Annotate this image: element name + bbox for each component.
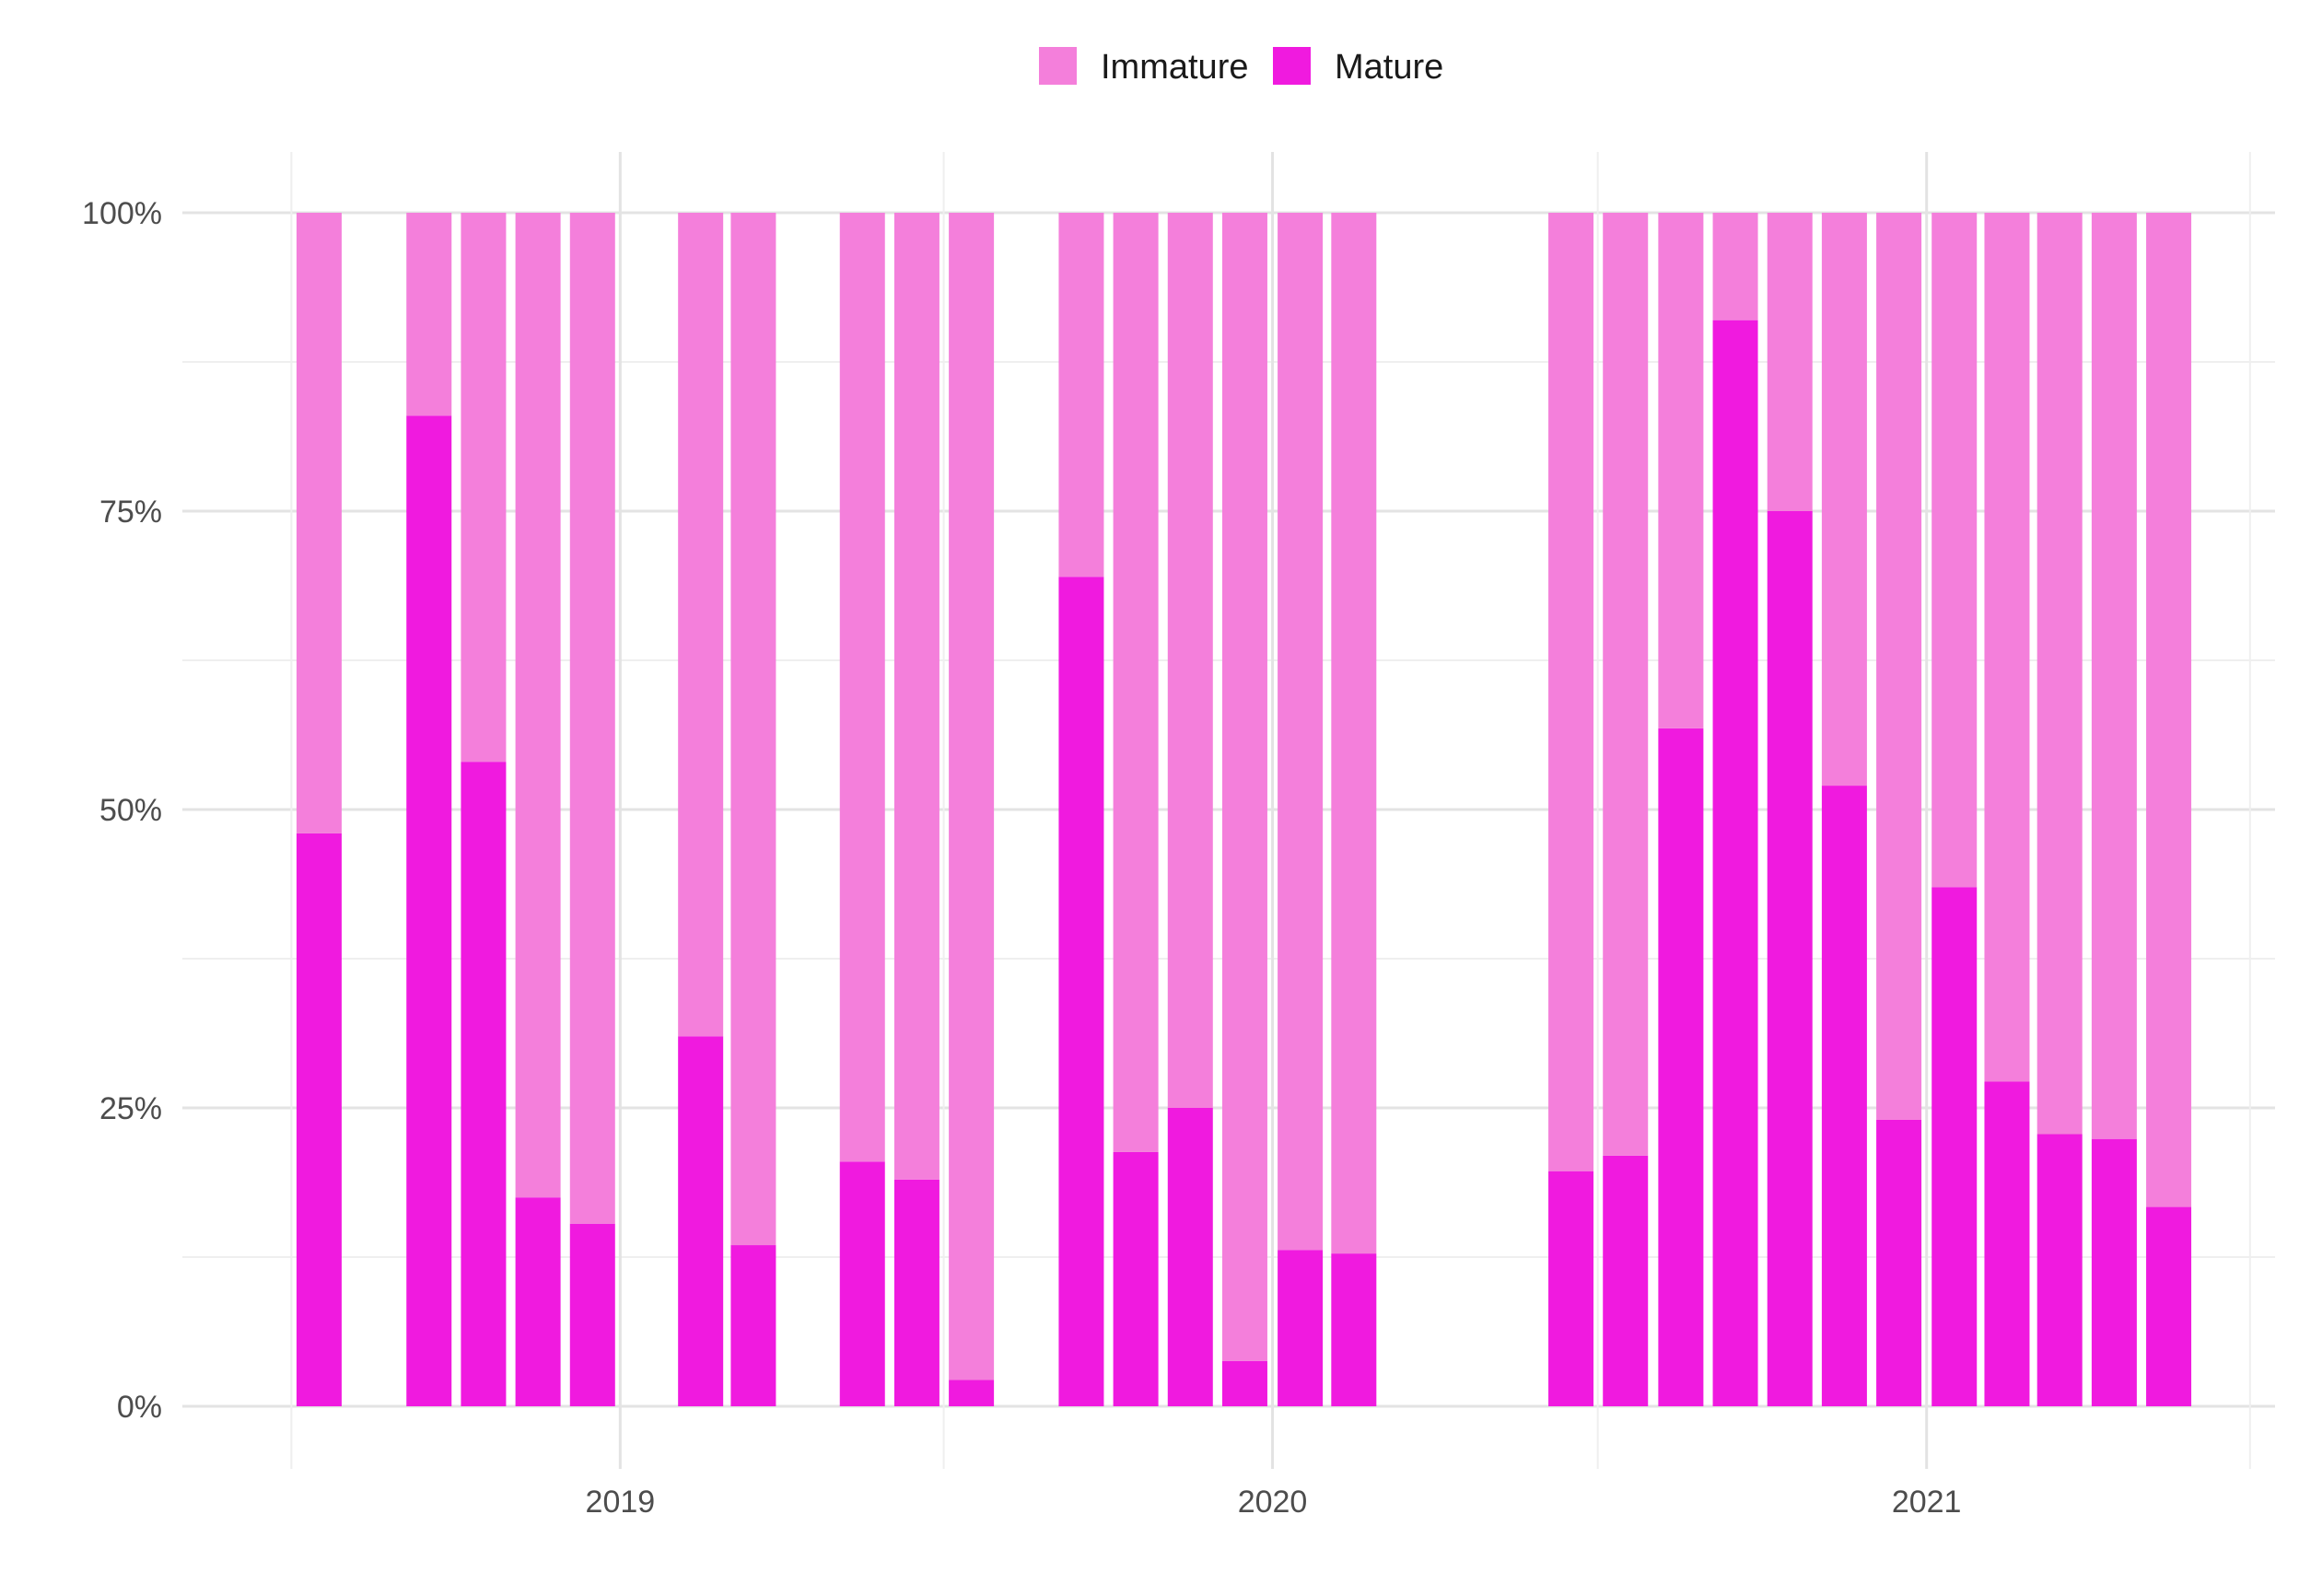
bar-mature bbox=[1658, 728, 1704, 1406]
bar-immature bbox=[1331, 213, 1377, 1254]
y-tick-label: 25% bbox=[99, 1091, 162, 1126]
bar-immature bbox=[1221, 213, 1267, 1361]
bar-mature bbox=[1058, 577, 1104, 1406]
x-tick-label: 2021 bbox=[1892, 1485, 1962, 1520]
y-axis-labels: 0% 25% 50% 75% 100% bbox=[82, 196, 162, 1425]
bar-mature bbox=[406, 415, 452, 1406]
bar-mature bbox=[2146, 1206, 2192, 1406]
legend-item-mature: Mature bbox=[1273, 47, 1443, 87]
bar-mature bbox=[1278, 1250, 1324, 1406]
bar-immature bbox=[1876, 213, 1922, 1120]
bar-mature bbox=[1984, 1081, 2030, 1406]
bar-mature bbox=[1331, 1253, 1377, 1406]
bar-mature bbox=[1113, 1151, 1159, 1406]
bar-immature bbox=[2091, 213, 2137, 1139]
x-axis-labels: 2019 2020 2021 bbox=[586, 1485, 1962, 1520]
bar-immature bbox=[1278, 213, 1324, 1251]
bar-immature bbox=[893, 213, 939, 1180]
bar-mature bbox=[1167, 1108, 1213, 1406]
bar-immature bbox=[949, 213, 995, 1380]
bar-immature bbox=[839, 213, 885, 1162]
bar-immature bbox=[1712, 213, 1758, 320]
bar-immature bbox=[569, 213, 615, 1224]
bar-mature bbox=[461, 762, 507, 1406]
bar-immature bbox=[1931, 213, 1978, 888]
y-tick-label: 75% bbox=[99, 495, 162, 530]
bar-immature bbox=[515, 213, 561, 1198]
x-tick-label: 2020 bbox=[1238, 1485, 1308, 1520]
bar-immature bbox=[678, 213, 724, 1037]
bar-mature bbox=[296, 833, 342, 1406]
bar-immature bbox=[461, 213, 507, 763]
bar-immature bbox=[730, 213, 776, 1246]
bar-mature bbox=[1767, 511, 1813, 1406]
bar-mature bbox=[893, 1179, 939, 1406]
x-tick-label: 2019 bbox=[586, 1485, 656, 1520]
bar-immature bbox=[296, 213, 342, 833]
bar-immature bbox=[1167, 213, 1213, 1108]
bar-mature bbox=[1221, 1360, 1267, 1406]
bar-mature bbox=[1603, 1155, 1649, 1406]
legend-key-mature bbox=[1273, 47, 1311, 85]
bar-mature bbox=[1548, 1171, 1594, 1406]
bar-mature bbox=[569, 1223, 615, 1406]
legend: Immature Mature bbox=[1039, 47, 1443, 87]
legend-key-immature bbox=[1039, 47, 1077, 85]
legend-label: Immature bbox=[1101, 48, 1248, 87]
bar-immature bbox=[1658, 213, 1704, 728]
bar-mature bbox=[515, 1197, 561, 1406]
bar-mature bbox=[2091, 1138, 2137, 1406]
bar-mature bbox=[1931, 887, 1978, 1406]
bar-immature bbox=[1603, 213, 1649, 1156]
y-tick-label: 50% bbox=[99, 793, 162, 828]
y-tick-label: 0% bbox=[117, 1390, 162, 1425]
bar-immature bbox=[406, 213, 452, 416]
bar-mature bbox=[2036, 1134, 2083, 1406]
bar-mature bbox=[839, 1161, 885, 1406]
bar-immature bbox=[1984, 213, 2030, 1082]
bar-mature bbox=[1821, 786, 1867, 1406]
bar-mature bbox=[1712, 320, 1758, 1406]
y-tick-label: 100% bbox=[82, 196, 162, 231]
bar-immature bbox=[2146, 213, 2192, 1207]
bar-mature bbox=[730, 1245, 776, 1406]
legend-item-immature: Immature bbox=[1039, 47, 1248, 87]
bar-mature bbox=[1876, 1119, 1922, 1406]
bar-immature bbox=[1767, 213, 1813, 511]
bars bbox=[296, 213, 2192, 1406]
bar-immature bbox=[1821, 213, 1867, 786]
legend-label: Mature bbox=[1335, 48, 1443, 87]
bar-immature bbox=[1058, 213, 1104, 577]
bar-immature bbox=[2036, 213, 2083, 1135]
bar-mature bbox=[949, 1380, 995, 1406]
bar-immature bbox=[1113, 213, 1159, 1152]
bar-mature bbox=[678, 1036, 724, 1406]
bar-immature bbox=[1548, 213, 1594, 1171]
